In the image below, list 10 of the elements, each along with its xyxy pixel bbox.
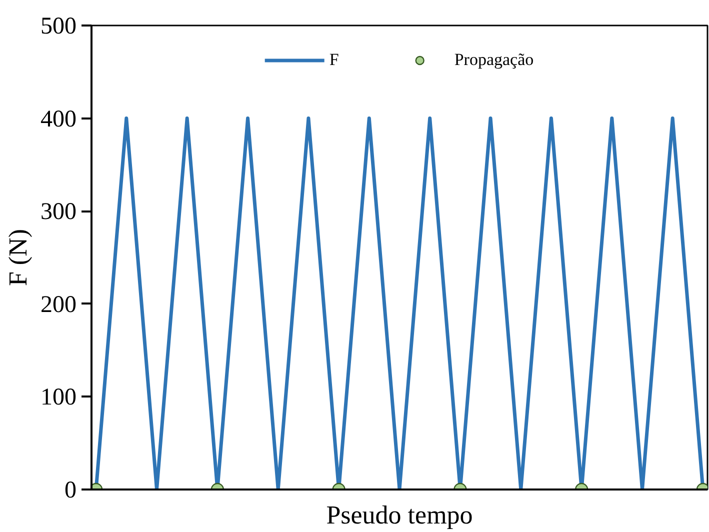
x-axis-title: Pseudo tempo [326, 500, 473, 530]
y-axis-title: F (N) [4, 228, 32, 286]
y-tick-label: 200 [40, 292, 76, 318]
y-tick-label: 0 [64, 478, 76, 504]
y-tick-label: 500 [40, 14, 76, 40]
legend-label: Propagação [454, 50, 534, 70]
y-tick-label: 300 [40, 199, 76, 226]
y-tick-label: 400 [40, 106, 76, 132]
legend-label: F [329, 50, 340, 70]
y-tick-label: 100 [40, 384, 76, 411]
